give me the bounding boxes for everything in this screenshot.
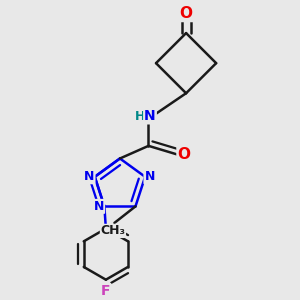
Text: N: N: [84, 170, 94, 183]
Text: F: F: [101, 284, 111, 298]
Text: CH₃: CH₃: [100, 224, 125, 237]
Text: H: H: [135, 110, 145, 123]
Text: N: N: [94, 200, 104, 213]
Text: N: N: [144, 110, 156, 123]
Text: O: O: [180, 6, 193, 21]
Text: O: O: [178, 147, 190, 162]
Text: N: N: [144, 170, 155, 183]
